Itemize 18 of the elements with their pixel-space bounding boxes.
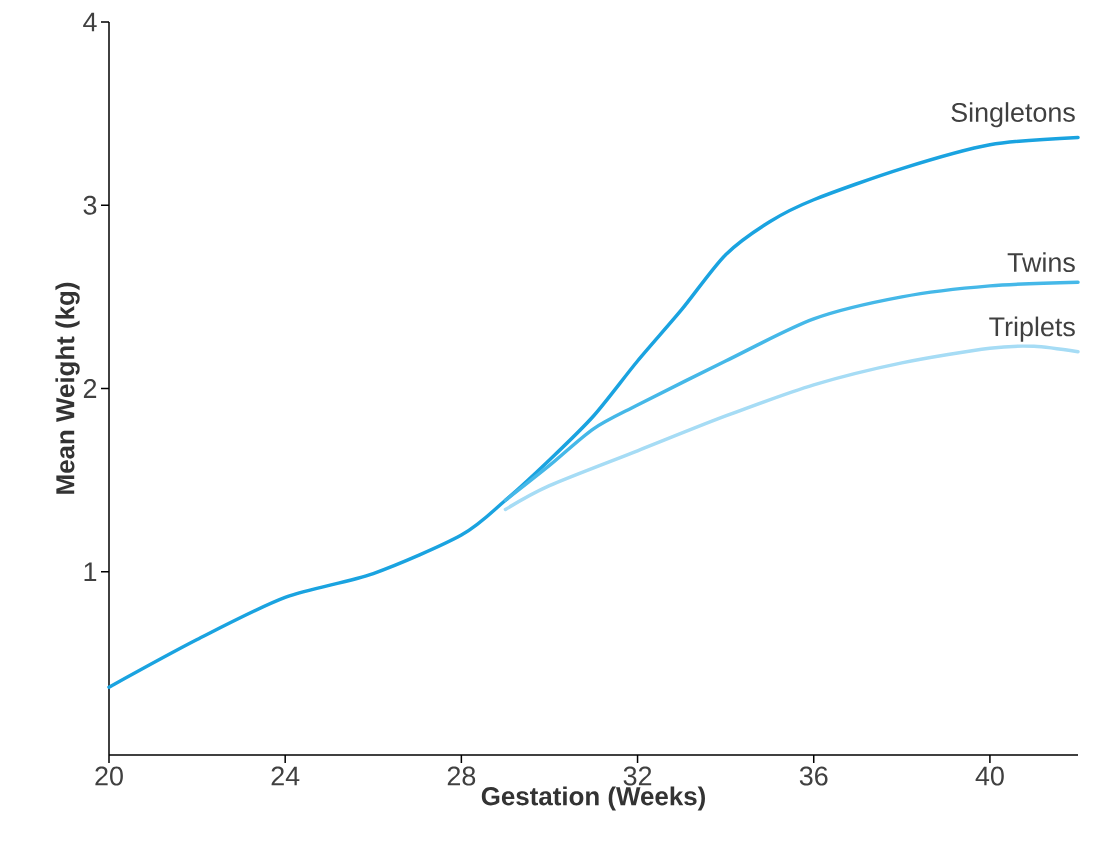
y-tick-label: 2 [83,379,97,398]
y-axis-title: Mean Weight (kg) [55,282,80,494]
x-tick-label: 28 [447,766,476,786]
line-series [503,344,1080,512]
x-tick-label: 24 [271,766,300,786]
x-tick-label: 32 [623,766,652,786]
series-label: Twins [1007,252,1075,273]
series-label: Triplets [989,316,1075,342]
x-axis-title: Gestation (Weeks) [481,786,705,811]
line-series [503,280,1080,503]
series-label: Singletons [951,102,1075,128]
y-tick-label: 4 [83,12,97,32]
y-tick-label: 1 [84,562,97,581]
x-tick-label: 20 [95,766,123,786]
x-tick-label: 40 [975,766,1004,786]
x-tick-label: 36 [799,766,828,786]
line-series [107,135,1080,689]
y-tick-label: 3 [83,195,97,215]
